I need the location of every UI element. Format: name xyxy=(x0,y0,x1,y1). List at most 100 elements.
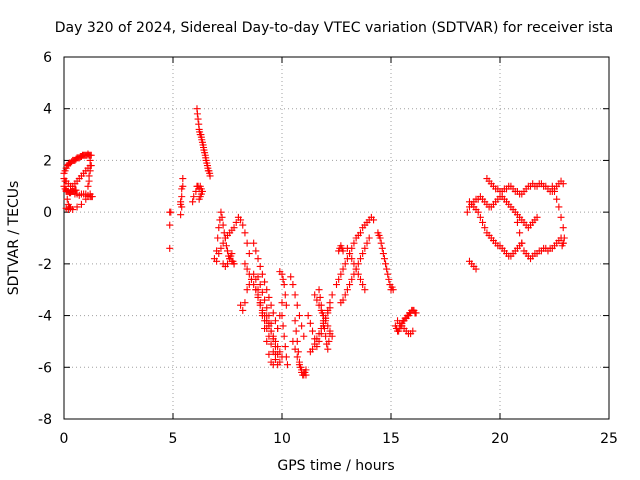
x-axis-label: GPS time / hours xyxy=(277,458,394,474)
data-point xyxy=(341,291,349,299)
data-point xyxy=(384,270,392,278)
data-point xyxy=(269,348,277,356)
data-point xyxy=(237,216,245,224)
data-point xyxy=(324,345,332,353)
data-point xyxy=(291,317,299,325)
data-point xyxy=(219,221,227,229)
data-point xyxy=(193,110,201,118)
data-point xyxy=(309,327,317,335)
data-point xyxy=(267,301,275,309)
data-point xyxy=(77,200,85,208)
data-point xyxy=(72,186,80,194)
data-point xyxy=(267,340,275,348)
data-point xyxy=(513,218,521,226)
y-tick-label: -4 xyxy=(38,309,52,325)
data-point xyxy=(250,239,258,247)
data-point xyxy=(383,265,391,273)
data-point xyxy=(241,299,249,307)
data-point xyxy=(178,193,186,201)
data-point xyxy=(316,293,324,301)
x-tick-label: 20 xyxy=(491,431,509,447)
data-point xyxy=(341,260,349,268)
y-tick-label: -6 xyxy=(38,360,52,376)
data-point xyxy=(281,343,289,351)
data-point xyxy=(261,278,269,286)
data-point xyxy=(306,319,314,327)
y-axis-label: SDTVAR / TECUs xyxy=(6,181,22,296)
data-point xyxy=(292,327,300,335)
data-point xyxy=(317,301,325,309)
data-point xyxy=(472,265,480,273)
data-point xyxy=(84,182,92,190)
data-point xyxy=(263,325,271,332)
data-point xyxy=(295,358,303,366)
data-point xyxy=(533,213,541,221)
data-point xyxy=(311,291,319,299)
data-point xyxy=(219,239,227,247)
data-point xyxy=(348,255,356,263)
data-point xyxy=(356,275,364,283)
data-point xyxy=(269,335,277,343)
data-point xyxy=(557,234,565,242)
data-point xyxy=(311,340,319,348)
data-point xyxy=(265,350,273,358)
y-tick-label: -8 xyxy=(38,412,52,428)
data-point xyxy=(281,291,289,299)
data-point xyxy=(297,363,305,371)
data-point xyxy=(166,244,174,252)
data-point xyxy=(206,172,214,180)
data-point xyxy=(335,275,343,283)
data-point xyxy=(256,281,264,289)
data-point xyxy=(476,213,484,221)
data-point xyxy=(86,156,94,164)
data-point xyxy=(279,322,287,330)
data-point xyxy=(250,281,258,289)
x-tick-label: 10 xyxy=(273,431,291,447)
data-point xyxy=(258,288,266,296)
data-point xyxy=(516,229,524,237)
data-point xyxy=(359,250,367,258)
data-point xyxy=(280,281,288,289)
data-point xyxy=(258,309,266,317)
data-point xyxy=(463,208,471,216)
data-point xyxy=(557,213,565,221)
data-point xyxy=(232,218,240,226)
y-tick-label: 0 xyxy=(43,205,52,221)
data-point xyxy=(376,234,384,242)
data-point xyxy=(379,250,387,258)
data-point xyxy=(167,208,175,216)
data-point xyxy=(252,286,260,294)
data-point xyxy=(217,208,225,216)
data-point xyxy=(363,239,371,247)
data-point xyxy=(254,293,262,301)
data-point xyxy=(73,203,81,211)
data-point xyxy=(479,218,487,226)
x-tick-label: 15 xyxy=(382,431,400,447)
data-point xyxy=(267,327,275,335)
data-point xyxy=(321,325,329,332)
data-point xyxy=(339,296,347,304)
data-point xyxy=(304,312,312,320)
data-point xyxy=(256,262,264,270)
data-point xyxy=(265,312,273,320)
data-point xyxy=(263,337,271,345)
grid-lines xyxy=(64,57,609,419)
data-point xyxy=(215,250,223,258)
data-point xyxy=(346,281,354,289)
data-point xyxy=(553,195,561,203)
data-point xyxy=(378,244,386,252)
chart-title: Day 320 of 2024, Sidereal Day-to-day VTE… xyxy=(55,20,613,36)
axis-ticks xyxy=(63,56,610,420)
data-point xyxy=(214,234,222,242)
data-point xyxy=(555,203,563,211)
data-point xyxy=(302,366,310,374)
data-point xyxy=(282,353,290,361)
data-point xyxy=(239,221,247,229)
y-tick-label: 6 xyxy=(43,50,52,66)
data-point xyxy=(269,309,277,317)
data-point xyxy=(179,175,187,183)
data-point xyxy=(86,190,94,198)
data-point xyxy=(559,180,567,188)
data-point xyxy=(319,317,327,325)
data-point xyxy=(337,270,345,278)
